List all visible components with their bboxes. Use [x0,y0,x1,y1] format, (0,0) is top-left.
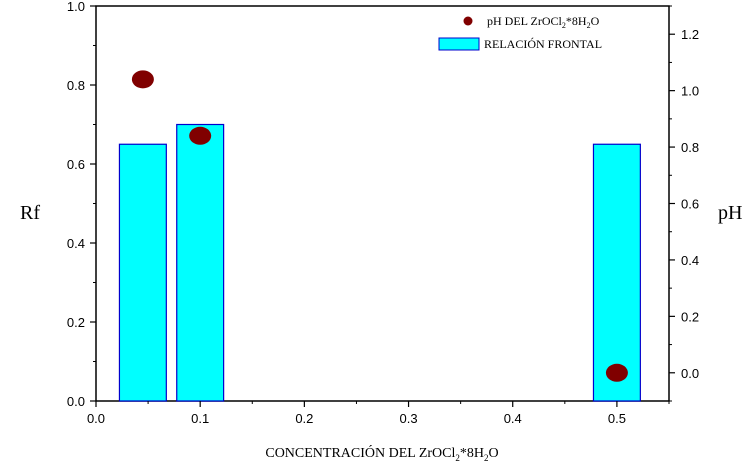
y-right-tick-label: 0.8 [681,140,699,155]
y-right-tick-label: 0.2 [681,309,699,324]
x-axis-title: CONCENTRACIÓN DEL ZrOCl2*8H2O [265,444,498,463]
x-tick-label: 0.0 [87,411,105,426]
legend-label-ph: pH DEL ZrOCl2*8H2O [487,14,600,30]
y-axis-left-title: Rf [20,202,40,224]
scatter-series [131,70,628,382]
bar [118,143,167,402]
data-point [605,363,628,382]
y-right-tick-label: 0.4 [681,253,699,268]
x-tick-label: 0.5 [608,411,626,426]
y-right-tick-label: 1.2 [681,27,699,42]
y-axis-right: 0.0 0.2 0.4 0.6 0.8 1.0 1.2 [669,5,699,402]
y-left-tick-label: 0.4 [67,236,85,251]
y-left-tick-label: 0.0 [67,394,85,409]
y-right-tick-label: 0.6 [681,197,699,212]
x-tick-label: 0.4 [504,411,522,426]
y-left-tick-label: 0.2 [67,315,85,330]
x-tick-label: 0.1 [191,411,209,426]
data-point [131,70,154,89]
y-right-tick-label: 1.0 [681,84,699,99]
bar [176,123,225,402]
y-left-tick-label: 1.0 [67,0,85,14]
y-axis-right-title: pH [718,202,742,224]
legend-marker-rf [438,37,480,51]
bar [592,143,641,402]
y-left-tick-label: 0.8 [67,78,85,93]
y-left-tick-label: 0.6 [67,157,85,172]
y-right-tick-label: 0.0 [681,366,699,381]
y-axis-left: 0.0 0.2 0.4 0.6 0.8 1.0 [67,0,96,409]
legend: pH DEL ZrOCl2*8H2O RELACIÓN FRONTAL [438,14,602,51]
x-tick-label: 0.2 [295,411,313,426]
legend-marker-ph [463,16,473,26]
bar-series [118,123,641,402]
x-tick-label: 0.3 [400,411,418,426]
legend-label-rf: RELACIÓN FRONTAL [484,37,602,51]
x-axis: 0.0 0.1 0.2 0.3 0.4 0.5 [87,401,670,426]
data-point [189,126,212,145]
